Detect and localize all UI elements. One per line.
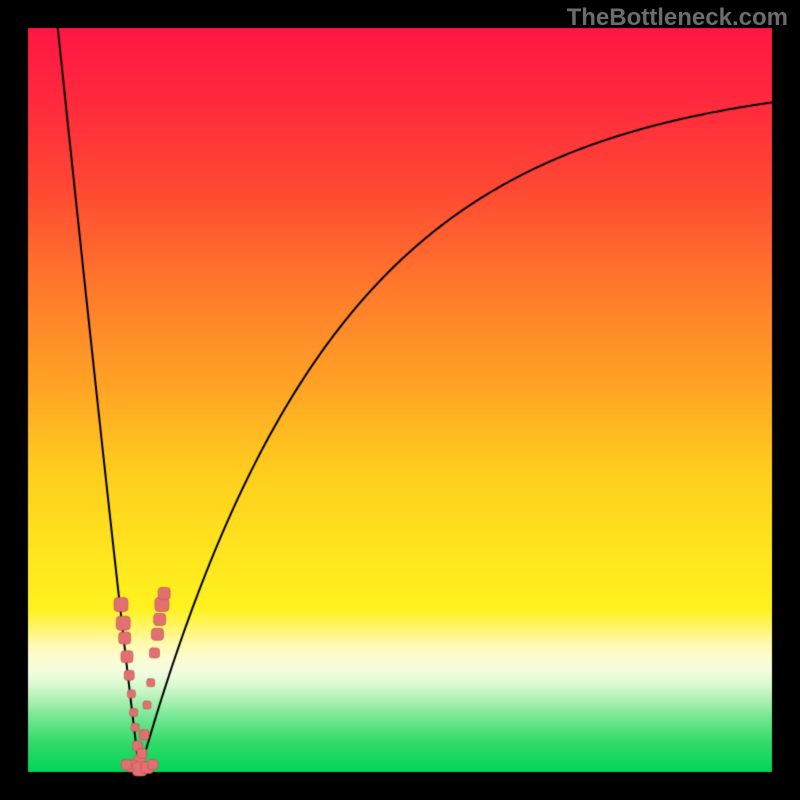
bottleneck-chart-canvas: [0, 0, 800, 800]
